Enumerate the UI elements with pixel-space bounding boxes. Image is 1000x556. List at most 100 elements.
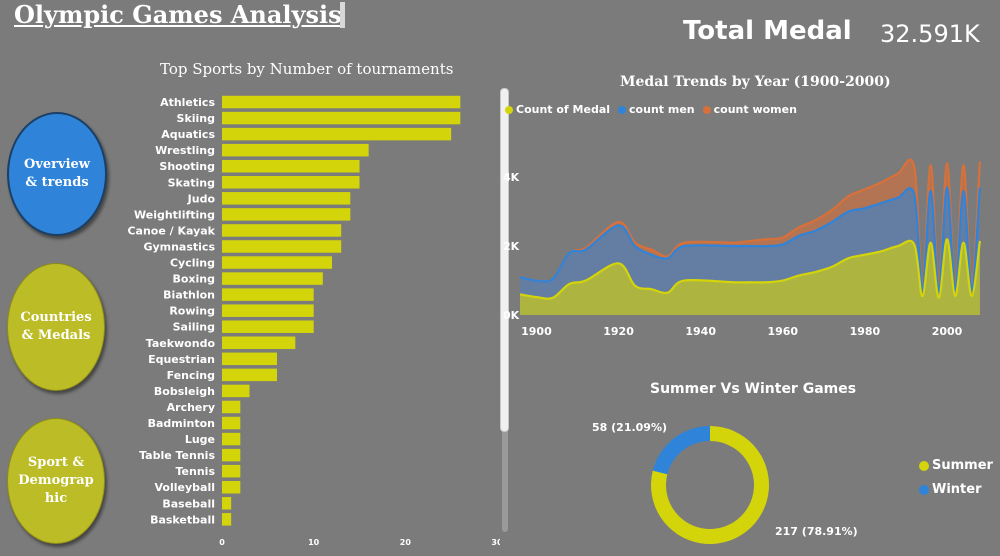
legend-women-label: count women bbox=[713, 103, 797, 116]
bar-category-label: Shooting bbox=[159, 160, 215, 173]
total-medal-value: 32.591K bbox=[880, 20, 980, 48]
legend-winter-label: Winter bbox=[932, 482, 982, 497]
nav-overview-button[interactable]: Overview & trends bbox=[7, 112, 107, 236]
legend-men: count men bbox=[618, 103, 695, 116]
area-medal-line bbox=[519, 238, 981, 300]
nav-countries-button[interactable]: Countries & Medals bbox=[7, 263, 105, 391]
bar-category-label: Sailing bbox=[173, 321, 215, 334]
trend-legend: Count of Medal count men count women bbox=[505, 103, 797, 116]
pie-chart-title: Summer Vs Winter Games bbox=[650, 381, 857, 397]
summer-winter-donut: 217 (78.91%) 58 (21.09%) bbox=[592, 421, 858, 544]
bar-category-label: Bobsleigh bbox=[154, 385, 215, 398]
legend-men-label: count men bbox=[629, 103, 695, 116]
trend-x-tick-label: 1900 bbox=[521, 325, 552, 338]
bar-archery[interactable] bbox=[222, 400, 241, 414]
bar-category-label: Table Tennis bbox=[139, 449, 215, 462]
trend-y-tick-label: 2K bbox=[503, 240, 520, 253]
title-divider bbox=[340, 2, 345, 28]
bar-category-label: Volleyball bbox=[155, 481, 215, 494]
bar-x-tick-label: 20 bbox=[400, 538, 412, 547]
bar-skating[interactable] bbox=[222, 176, 360, 189]
legend-medal-dot bbox=[505, 105, 513, 114]
bar-sailing[interactable] bbox=[222, 320, 314, 333]
bar-category-label: Luge bbox=[185, 433, 215, 446]
bar-bobsleigh[interactable] bbox=[222, 384, 250, 398]
trend-area-chart: 0K 2K 4K 1900 1920 1940 1960 1980 2000 bbox=[503, 158, 981, 338]
legend-summer-dot bbox=[919, 460, 929, 471]
bar-gymnastics[interactable] bbox=[222, 240, 342, 253]
bar-rowing[interactable] bbox=[222, 304, 314, 317]
scrollbar-thumb[interactable] bbox=[500, 88, 509, 432]
nav-sport-button[interactable]: Sport & Demograp hic bbox=[7, 418, 105, 544]
area-medal[interactable] bbox=[520, 239, 980, 315]
bar-cycling[interactable] bbox=[222, 256, 332, 269]
nav-overview-label: Overview & trends bbox=[24, 157, 90, 190]
bar-basketball[interactable] bbox=[222, 513, 232, 526]
trend-chart-title: Medal Trends by Year (1900-2000) bbox=[620, 74, 891, 90]
legend-summer-label: Summer bbox=[932, 458, 993, 473]
trend-x-tick-label: 1940 bbox=[685, 325, 716, 338]
bar-volleyball[interactable] bbox=[222, 480, 241, 494]
bar-badminton[interactable] bbox=[222, 416, 241, 430]
bar-category-label: Basketball bbox=[150, 513, 215, 526]
bar-shooting[interactable] bbox=[222, 159, 360, 173]
bar-category-label: Rowing bbox=[169, 305, 215, 318]
bar-category-label: Boxing bbox=[172, 273, 215, 286]
trend-y-tick-label: 4K bbox=[503, 171, 520, 184]
bar-luge[interactable] bbox=[222, 432, 241, 446]
slice-summer-label: 217 (78.91%) bbox=[775, 525, 858, 538]
bar-chart-title: Top Sports by Number of tournaments bbox=[160, 60, 454, 78]
legend-summer: Summer bbox=[919, 458, 993, 473]
trend-x-tick-label: 1980 bbox=[850, 325, 881, 338]
legend-medal: Count of Medal bbox=[505, 103, 610, 116]
bar-category-label: Equestrian bbox=[148, 353, 215, 366]
bar-category-label: Canoe / Kayak bbox=[127, 224, 215, 237]
bar-fencing[interactable] bbox=[222, 368, 277, 382]
bar-canoe-kayak[interactable] bbox=[222, 224, 342, 237]
bar-x-tick-label: 0 bbox=[219, 538, 225, 547]
legend-women-dot bbox=[702, 105, 711, 114]
bar-x-tick-label: 10 bbox=[308, 538, 320, 547]
bar-equestrian[interactable] bbox=[222, 352, 277, 366]
bar-judo[interactable] bbox=[222, 192, 351, 205]
trend-y-tick-label: 0K bbox=[503, 309, 520, 322]
bar-category-label: Biathlon bbox=[163, 289, 215, 302]
legend-men-dot bbox=[618, 105, 627, 114]
bar-wrestling[interactable] bbox=[222, 143, 369, 157]
bar-category-label: Tennis bbox=[176, 465, 216, 478]
slice-winter-label: 58 (21.09%) bbox=[592, 421, 667, 434]
trend-x-tick-label: 2000 bbox=[932, 325, 963, 338]
bar-category-label: Archery bbox=[167, 401, 215, 414]
legend-winter-dot bbox=[919, 484, 929, 495]
legend-women: count women bbox=[702, 103, 797, 116]
bar-biathlon[interactable] bbox=[222, 288, 314, 301]
nav-countries-label: Countries & Medals bbox=[20, 310, 92, 343]
bar-athletics[interactable] bbox=[222, 95, 461, 109]
bar-baseball[interactable] bbox=[222, 497, 232, 510]
bar-taekwondo[interactable] bbox=[222, 336, 296, 350]
bar-category-label: Cycling bbox=[170, 257, 215, 270]
bar-category-label: Badminton bbox=[148, 417, 215, 430]
area-men-line bbox=[519, 186, 981, 292]
total-medal-label: Total Medal bbox=[683, 16, 852, 46]
bar-aquatics[interactable] bbox=[222, 127, 452, 141]
bar-category-label: Fencing bbox=[167, 369, 215, 382]
bar-category-label: Athletics bbox=[160, 96, 215, 109]
bar-x-tick-label: 30 bbox=[491, 538, 500, 547]
bar-category-label: Aquatics bbox=[161, 128, 215, 141]
slice-winter[interactable] bbox=[652, 426, 710, 475]
area-women-line bbox=[519, 158, 981, 287]
bar-category-label: Skating bbox=[168, 176, 215, 189]
bar-weightlifting[interactable] bbox=[222, 208, 351, 221]
page-title: Olympic Games Analysis bbox=[14, 0, 342, 29]
bar-table-tennis[interactable] bbox=[222, 448, 241, 462]
bar-category-label: Judo bbox=[187, 192, 216, 205]
bar-boxing[interactable] bbox=[222, 272, 323, 285]
bar-category-label: Wrestling bbox=[155, 144, 215, 157]
bar-tennis[interactable] bbox=[222, 464, 241, 478]
nav-sport-label: Sport & Demograp hic bbox=[18, 455, 94, 506]
bar-category-label: Skiing bbox=[177, 112, 215, 125]
bar-skiing[interactable] bbox=[222, 111, 461, 125]
pie-legend: Summer Winter bbox=[919, 458, 993, 506]
bar-chart: Athletics Skiing Aquatics Wrestling Shooting… bbox=[127, 95, 500, 547]
